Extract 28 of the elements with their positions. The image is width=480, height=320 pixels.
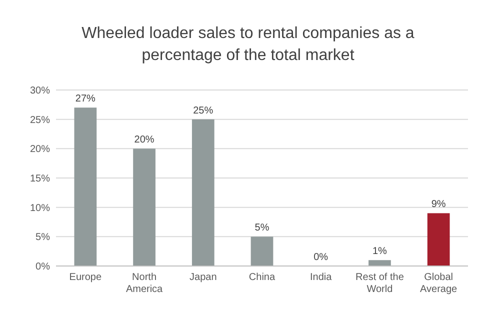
y-tick-label: 20%	[30, 144, 50, 156]
chart-title: Wheeled loader sales to rental companies as a percentage of the total market	[82, 25, 414, 64]
bar	[74, 108, 97, 266]
data-label: 1%	[372, 246, 388, 258]
x-tick-label: Rest of the World	[356, 272, 404, 295]
y-tick-label: 15%	[30, 174, 50, 184]
x-tick-label: Global Average	[420, 272, 458, 295]
data-label: 25%	[193, 105, 214, 116]
data-label: 20%	[134, 134, 154, 146]
y-tick-label: 0%	[36, 262, 50, 272]
y-tick-label: 5%	[36, 232, 50, 244]
bar	[427, 213, 450, 266]
y-tick-label: 25%	[30, 114, 50, 126]
data-label: 0%	[314, 252, 328, 263]
x-tick-label: Japan	[190, 272, 217, 283]
x-tick-label: India	[310, 272, 332, 283]
bar	[192, 119, 214, 266]
data-label: 9%	[431, 199, 446, 210]
data-label: 5%	[254, 222, 270, 234]
y-tick-label: 30%	[30, 86, 50, 96]
data-label: 27%	[75, 94, 96, 105]
y-tick-label: 10%	[30, 202, 50, 214]
x-tick-label: China	[248, 272, 276, 283]
x-tick-label: North America	[126, 272, 164, 295]
x-tick-label: Europe	[69, 272, 102, 283]
bar	[133, 148, 156, 266]
bar	[250, 236, 274, 266]
bar	[368, 260, 391, 266]
